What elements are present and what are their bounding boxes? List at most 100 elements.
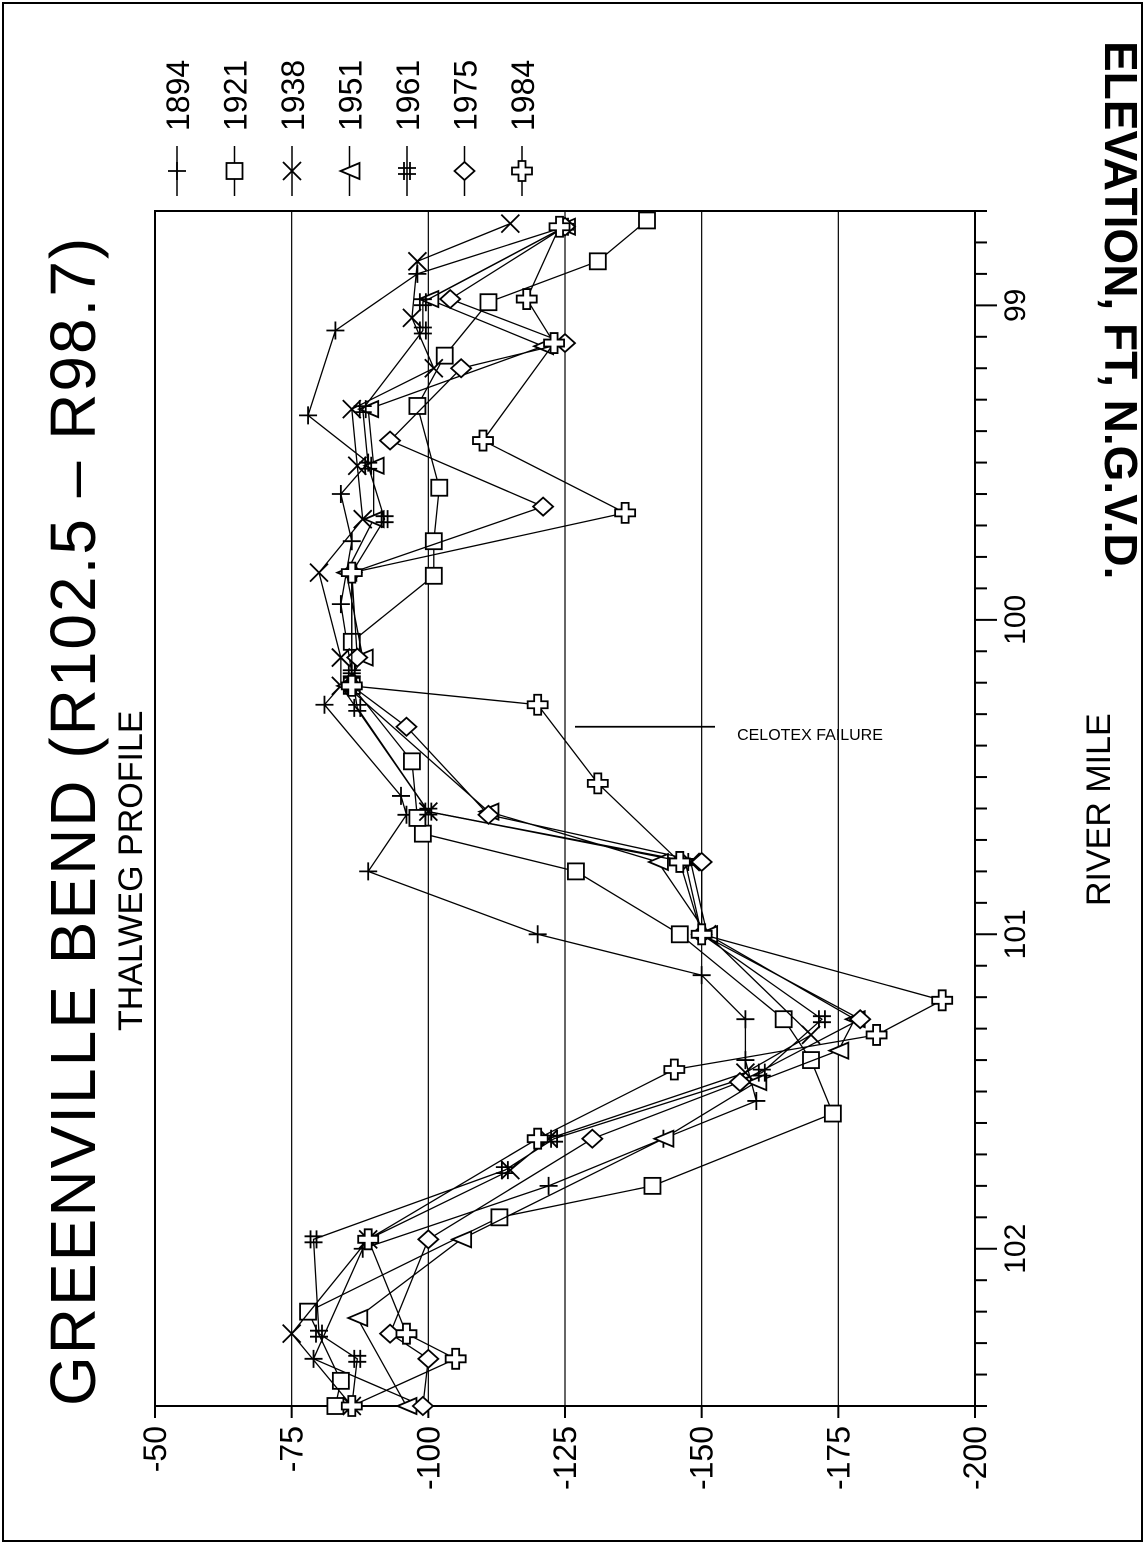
data-point-1921	[490, 1208, 509, 1227]
data-point-1975	[416, 1348, 440, 1370]
data-point-1951	[362, 509, 385, 529]
data-point-1984	[444, 1347, 467, 1370]
data-point-1921	[413, 824, 432, 843]
data-point-1951	[827, 1041, 850, 1061]
legend: 1894 1921 1938 1951 1961 1975 1984	[160, 60, 541, 196]
data-point-1961	[495, 1161, 514, 1180]
legend-label: 1938	[275, 60, 311, 131]
data-point-1984	[931, 989, 954, 1012]
data-point-1951	[356, 399, 380, 419]
y-tick-label: -75	[274, 1426, 310, 1472]
data-point-1938	[309, 563, 329, 583]
y-tick-label: -200	[957, 1426, 993, 1490]
annotation-label: CELOTEX FAILURE	[737, 727, 883, 744]
data-point-1921	[435, 346, 454, 365]
data-point-1894	[331, 485, 350, 504]
legend-item-1921: 1921	[218, 60, 254, 196]
data-point-1938	[801, 1025, 821, 1045]
data-point-1921	[774, 1010, 793, 1029]
data-point-1975	[848, 1008, 872, 1030]
data-point-1894	[747, 1091, 766, 1110]
data-point-1961	[545, 1129, 564, 1148]
data-point-1938	[424, 358, 444, 378]
series-group	[282, 211, 954, 1417]
data-point-1921	[588, 252, 607, 271]
legend-label: 1894	[160, 60, 196, 131]
y-tick-label: -125	[547, 1426, 583, 1490]
data-point-1938	[331, 647, 351, 668]
data-point-1961	[413, 293, 432, 312]
y-tick-label: -175	[820, 1426, 856, 1490]
data-point-1951	[362, 456, 385, 476]
series-line-1961	[312, 226, 823, 1407]
legend-label: 1975	[448, 60, 484, 131]
legend-item-1975: 1975	[448, 60, 484, 196]
data-point-1975	[531, 496, 555, 517]
data-point-1921	[823, 1104, 842, 1123]
series-line-1984	[351, 226, 944, 1407]
chart-title: GREENVILLE BEND (R102.5 – R98.7)	[37, 236, 109, 1406]
legend-item-1984: 1984	[505, 60, 541, 196]
data-point-1975	[395, 716, 418, 737]
y-axis-label: ELEVATION, FT, N.G.V.D.	[1095, 41, 1147, 579]
data-point-1938	[407, 251, 428, 271]
data-point-1894	[342, 532, 361, 551]
data-point-1921	[802, 1051, 820, 1069]
legend-marker	[282, 161, 302, 181]
data-point-1921	[567, 862, 585, 881]
data-point-1894	[326, 321, 345, 340]
data-point-1921	[670, 925, 689, 944]
data-point-1938	[342, 399, 362, 419]
legend-item-1894: 1894	[160, 60, 196, 196]
data-point-1984	[586, 772, 609, 795]
data-point-1938	[282, 1324, 302, 1344]
data-point-1975	[411, 1395, 435, 1417]
data-point-1951	[345, 1308, 369, 1328]
data-point-1921	[643, 1176, 662, 1195]
legend-marker	[338, 161, 361, 181]
data-point-1894	[315, 695, 334, 714]
data-point-1938	[347, 456, 367, 476]
rotated-plot-group: 102 101 100 99 -50 -75 -100 -125 -150 -175 -200 1…	[37, 41, 1147, 1490]
data-point-1975	[449, 358, 473, 379]
data-point-1894	[736, 1051, 755, 1070]
series-1984	[340, 215, 954, 1417]
data-point-1921	[424, 566, 443, 585]
data-point-1984	[668, 851, 691, 873]
chart-subtitle: THALWEG PROFILE	[112, 710, 150, 1031]
data-point-1921	[638, 211, 656, 230]
data-point-1894	[359, 862, 378, 881]
series-1961	[304, 217, 831, 1415]
data-point-1951	[745, 1072, 768, 1092]
data-point-1938	[538, 1129, 559, 1149]
legend-item-1961: 1961	[390, 60, 426, 196]
data-point-1975	[580, 1128, 604, 1149]
data-point-1894	[331, 595, 350, 614]
data-point-1894	[692, 966, 711, 985]
data-point-1921	[331, 1371, 350, 1390]
data-point-1951	[652, 1129, 675, 1149]
data-point-1938	[500, 1160, 520, 1180]
data-point-1975	[416, 1229, 440, 1250]
data-point-1984	[472, 429, 494, 452]
legend-item-1938: 1938	[275, 60, 311, 196]
data-point-1961	[359, 456, 378, 475]
data-point-1975	[438, 288, 462, 310]
data-point-1984	[340, 1395, 363, 1417]
data-point-1921	[479, 293, 498, 312]
x-tick-label: 99	[999, 289, 1032, 322]
legend-marker	[453, 160, 476, 182]
data-point-1984	[340, 674, 363, 697]
data-point-1894	[736, 1010, 755, 1029]
data-point-1961	[413, 321, 432, 340]
data-point-1975	[477, 804, 500, 825]
series-1921	[299, 211, 842, 1415]
legend-label: 1984	[505, 60, 541, 131]
data-point-1961	[375, 510, 394, 529]
legend-label: 1921	[218, 60, 254, 131]
data-point-1984	[548, 215, 571, 238]
legend-marker	[511, 160, 533, 182]
data-point-1951	[449, 1229, 473, 1249]
data-point-1984	[663, 1058, 686, 1081]
